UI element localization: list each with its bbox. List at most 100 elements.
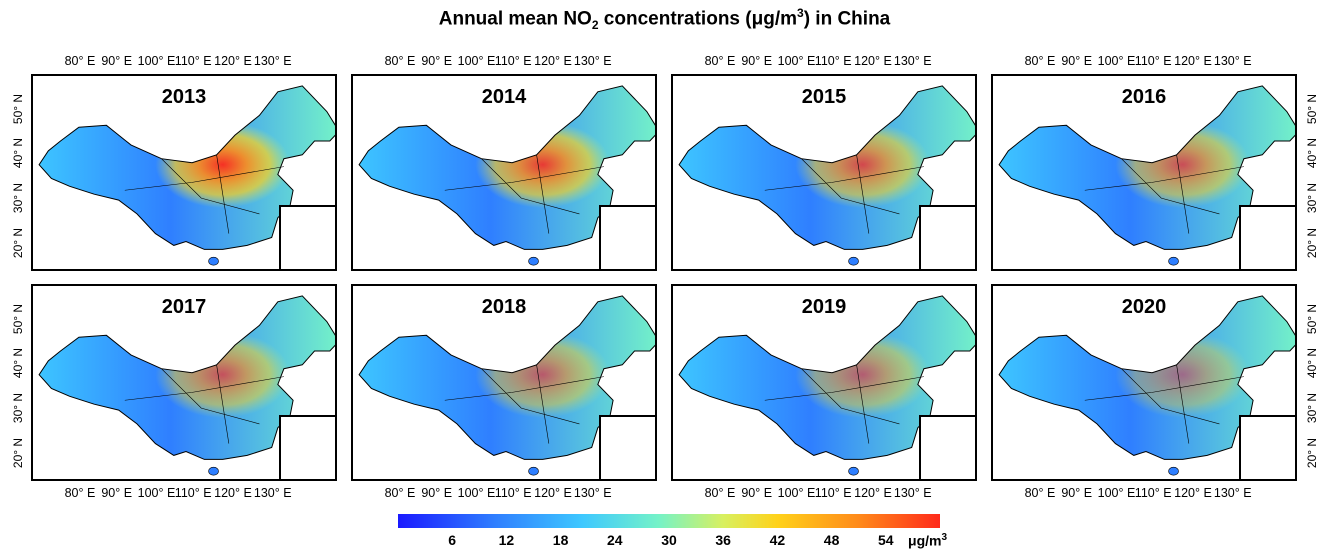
- panel-year-label: 2019: [801, 296, 847, 318]
- panel-year-label: 2017: [161, 296, 207, 318]
- latitude-tick-label: 30° N: [1305, 183, 1319, 214]
- colorbar-tick-label: 54: [878, 532, 894, 548]
- longitude-tick-label: 90° E: [741, 54, 773, 68]
- latitude-tick-label: 20° N: [11, 438, 25, 469]
- map-panel: 2019: [671, 284, 977, 481]
- colorbar-tick-label: 6: [448, 532, 457, 548]
- longitude-axis: 80° E 90° E 100° E 110° E 120° E 130° E: [31, 54, 337, 72]
- latitude-tick-label: 40° N: [11, 137, 25, 168]
- latitude-axis: 50° N 40° N 30° N 20° N: [8, 74, 28, 271]
- latitude-tick-label: 30° N: [11, 183, 25, 214]
- longitude-tick-label: 90° E: [101, 486, 133, 500]
- longitude-tick-label: 120° E: [214, 54, 252, 68]
- latitude-tick-label: 50° N: [11, 304, 25, 335]
- longitude-tick-label: 90° E: [101, 54, 133, 68]
- longitude-tick-label: 100° E: [457, 486, 496, 500]
- longitude-tick-label: 130° E: [573, 486, 612, 500]
- longitude-tick-label: 110° E: [814, 54, 852, 68]
- panel-year-label: 2020: [1121, 296, 1167, 318]
- colorbar-tick-label: 30: [661, 532, 677, 548]
- longitude-tick-label: 80° E: [1024, 486, 1056, 500]
- longitude-tick-label: 120° E: [1174, 486, 1212, 500]
- longitude-tick-label: 130° E: [253, 486, 292, 500]
- latitude-tick-label: 20° N: [1305, 228, 1319, 259]
- longitude-tick-label: 90° E: [1061, 486, 1093, 500]
- longitude-tick-label: 80° E: [384, 486, 416, 500]
- longitude-tick-label: 130° E: [1213, 54, 1252, 68]
- china-map: [38, 85, 335, 266]
- longitude-axis: 80° E 90° E 100° E 110° E 120° E 130° E: [351, 54, 657, 72]
- figure-title: Annual mean NO2 concentrations (μg/m3) i…: [438, 6, 891, 33]
- south-china-sea-inset: [1239, 205, 1295, 269]
- longitude-tick-label: 100° E: [137, 54, 176, 68]
- longitude-tick-label: 130° E: [893, 54, 932, 68]
- longitude-tick-label: 110° E: [1134, 486, 1172, 500]
- south-china-sea-inset: [599, 205, 655, 269]
- colorbar-tick-label: 18: [552, 532, 569, 548]
- colorbar-unit: μg/m3: [908, 532, 948, 549]
- longitude-tick-label: 100° E: [777, 486, 816, 500]
- latitude-tick-label: 20° N: [11, 228, 25, 259]
- longitude-tick-label: 90° E: [1061, 54, 1093, 68]
- longitude-axis: 80° E 90° E 100° E 110° E 120° E 130° E: [351, 486, 657, 504]
- longitude-tick-label: 110° E: [174, 486, 212, 500]
- panel-year-label: 2013: [161, 86, 207, 108]
- china-map: [358, 85, 655, 266]
- map-panel: 2018: [351, 284, 657, 481]
- longitude-axis: 80° E 90° E 100° E 110° E 120° E 130° E: [671, 54, 977, 72]
- longitude-tick-label: 80° E: [704, 54, 736, 68]
- colorbar-tick-label: 42: [769, 532, 786, 548]
- longitude-tick-label: 130° E: [1213, 486, 1252, 500]
- latitude-tick-label: 20° N: [1305, 438, 1319, 469]
- south-china-sea-inset: [279, 205, 335, 269]
- longitude-axis: 80° E 90° E 100° E 110° E 120° E 130° E: [31, 486, 337, 504]
- south-china-sea-inset: [1239, 415, 1295, 479]
- longitude-axis: 80° E 90° E 100° E 110° E 120° E 130° E: [671, 486, 977, 504]
- colorbar-tick-labels: 6 12 18 24 30 36 42 48 54: [398, 532, 958, 554]
- map-panel: 2016: [991, 74, 1297, 271]
- longitude-tick-label: 110° E: [174, 54, 212, 68]
- south-china-sea-inset: [279, 415, 335, 479]
- longitude-tick-label: 110° E: [494, 54, 532, 68]
- longitude-tick-label: 90° E: [741, 486, 773, 500]
- longitude-tick-label: 80° E: [704, 486, 736, 500]
- colorbar-tick-label: 48: [823, 532, 840, 548]
- longitude-axis: 80° E 90° E 100° E 110° E 120° E 130° E: [991, 486, 1297, 504]
- longitude-tick-label: 80° E: [384, 54, 416, 68]
- longitude-tick-label: 120° E: [534, 486, 572, 500]
- latitude-tick-label: 50° N: [1305, 304, 1319, 335]
- longitude-tick-label: 100° E: [1097, 54, 1136, 68]
- longitude-tick-label: 110° E: [494, 486, 532, 500]
- longitude-tick-label: 90° E: [421, 486, 453, 500]
- latitude-tick-label: 40° N: [11, 347, 25, 378]
- latitude-tick-label: 40° N: [1305, 347, 1319, 378]
- map-panel: 2013: [31, 74, 337, 271]
- south-china-sea-inset: [919, 205, 975, 269]
- longitude-tick-label: 130° E: [253, 54, 292, 68]
- longitude-axis: 80° E 90° E 100° E 110° E 120° E 130° E: [991, 54, 1297, 72]
- panel-year-label: 2016: [1121, 86, 1167, 108]
- longitude-tick-label: 120° E: [214, 486, 252, 500]
- latitude-axis: 50° N 40° N 30° N 20° N: [1302, 74, 1322, 271]
- longitude-tick-label: 120° E: [1174, 54, 1212, 68]
- colorbar-tick-label: 24: [607, 532, 623, 548]
- longitude-tick-label: 90° E: [421, 54, 453, 68]
- longitude-tick-label: 80° E: [64, 486, 96, 500]
- longitude-tick-label: 100° E: [457, 54, 496, 68]
- longitude-tick-label: 130° E: [573, 54, 612, 68]
- longitude-tick-label: 120° E: [854, 486, 892, 500]
- colorbar-tick-label: 36: [715, 532, 731, 548]
- longitude-tick-label: 80° E: [64, 54, 96, 68]
- longitude-tick-label: 100° E: [1097, 486, 1136, 500]
- longitude-tick-label: 120° E: [854, 54, 892, 68]
- latitude-tick-label: 50° N: [1305, 94, 1319, 125]
- longitude-tick-label: 120° E: [534, 54, 572, 68]
- map-panel: 2015: [671, 74, 977, 271]
- latitude-tick-label: 30° N: [11, 393, 25, 424]
- longitude-tick-label: 110° E: [1134, 54, 1172, 68]
- map-panel: 2017: [31, 284, 337, 481]
- panel-year-label: 2014: [481, 86, 527, 108]
- longitude-tick-label: 100° E: [137, 486, 176, 500]
- panel-year-label: 2018: [481, 296, 527, 318]
- panel-year-label: 2015: [801, 86, 847, 108]
